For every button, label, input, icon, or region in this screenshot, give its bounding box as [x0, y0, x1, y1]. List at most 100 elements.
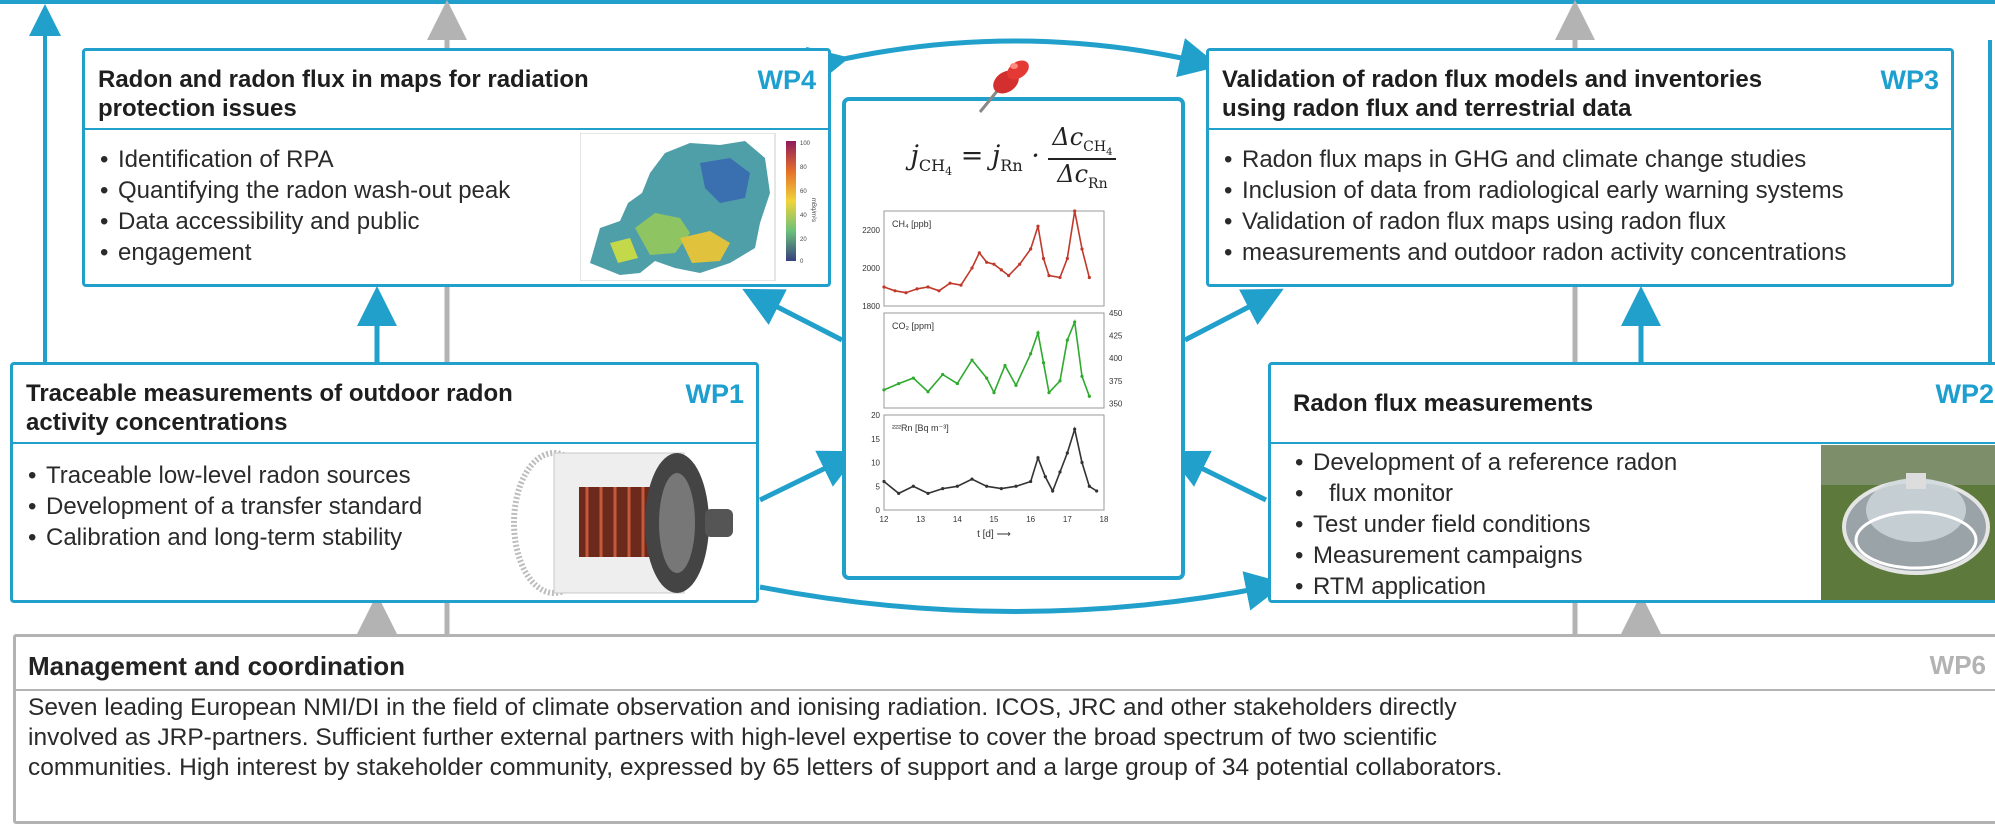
rn-data-point [911, 484, 915, 488]
wp2-title: Radon flux measurements [1293, 390, 1594, 417]
co2-data-point [1073, 320, 1077, 324]
co2-y-tick-label: 425 [1109, 332, 1123, 341]
rn-data-point [999, 487, 1003, 491]
wp2-item: flux monitor [1293, 478, 1677, 509]
wp6-title: Management and coordination [28, 651, 406, 681]
wp3-item: Radon flux maps in GHG and climate chang… [1222, 144, 1846, 175]
rn-y-tick-label: 20 [871, 411, 880, 420]
ch4-data-point [1036, 224, 1040, 228]
co2-data-point [1080, 374, 1084, 378]
formula-lhs-sub: CH [918, 156, 946, 176]
rn-panel-label: ²²²Rn [Bq m⁻³] [892, 423, 949, 433]
colorbar-tick: 80 [800, 165, 807, 171]
ch4-data-point [915, 287, 919, 291]
ch4-data-point [1058, 275, 1062, 280]
formula-numer-sub: CH [1083, 138, 1107, 155]
ch4-data-point [937, 289, 941, 293]
co2-data-point [1047, 391, 1051, 395]
wp2-tag: WP2 [1935, 379, 1994, 409]
wp1-item: Calibration and long-term stability [26, 522, 422, 553]
x-tick-label: 12 [880, 515, 889, 524]
colorbar-tick: 20 [800, 237, 807, 243]
co2-data-point [941, 372, 945, 377]
wp3-item: Validation of radon flux maps using rado… [1222, 206, 1846, 237]
co2-data-point [911, 376, 915, 380]
co2-data-point [926, 390, 930, 394]
ch4-y-tick-label: 2200 [862, 226, 880, 235]
co2-data-point [1041, 361, 1046, 365]
wp4-title: Radon and radon flux in maps for radiati… [98, 65, 589, 123]
ch4-data-point [948, 281, 952, 285]
rn-data-point [1051, 489, 1055, 493]
wp2-item: Measurement campaigns [1293, 540, 1677, 571]
ch4-y-tick-label: 1800 [862, 302, 880, 311]
rn-y-tick-label: 0 [876, 506, 881, 515]
wp3-tag: WP3 [1880, 65, 1939, 95]
wp1-title-line2: activity concentrations [26, 409, 288, 436]
ch4-data-point [893, 289, 897, 293]
wp6-tag: WP6 [1929, 650, 1986, 680]
wp4-item: Data accessibility and public [98, 206, 510, 237]
ch4-data-point [970, 266, 974, 270]
rn-data-point [926, 491, 930, 495]
center-to-wp3-arrow [1183, 288, 1284, 343]
co2-y-tick-label: 450 [1109, 309, 1123, 318]
wp3-box: Validation of radon flux models and inve… [1206, 48, 1954, 287]
co2-data-point [1058, 379, 1062, 383]
wp1-header: Traceable measurements of outdoor radon … [13, 365, 756, 444]
wp4-box: Radon and radon flux in maps for radiati… [82, 48, 831, 287]
wp2-item: RTM application [1293, 571, 1677, 600]
ch4-data-point [904, 291, 908, 295]
formula-rhs-j-sub: Rn [1000, 156, 1023, 176]
flux-formula: jCH4 = jRn · ΔcCH4 ΔcRn [846, 123, 1181, 191]
wp4-item: Identification of RPA [98, 144, 510, 175]
wp6-description: Seven leading European NMI/DI in the fie… [28, 693, 1502, 783]
rn-data-point [1036, 456, 1040, 460]
rn-data-point [897, 491, 901, 495]
x-tick-label: 16 [1026, 515, 1035, 524]
wp3-title: Validation of radon flux models and inve… [1222, 65, 1762, 123]
center-to-wp4-arrow [742, 288, 844, 343]
co2-data-point [1087, 394, 1091, 398]
co2-data-point [970, 358, 974, 362]
europe-radon-map: 100 80 60 40 20 0 mBq/m²s [580, 133, 816, 281]
wp6-line: communities. High interest by stakeholde… [28, 754, 1503, 781]
wp3-item: Inclusion of data from radiological earl… [1222, 175, 1846, 206]
flux-monitor-photo [1821, 445, 1995, 600]
ch4-data-point [1041, 256, 1046, 261]
ch4-data-point [977, 251, 981, 255]
wp3-item: measurements and outdoor radon activity … [1222, 237, 1846, 268]
rn-data-point [882, 479, 886, 484]
wp2-bullet-list: Development of a reference radon flux mo… [1293, 447, 1677, 600]
rn-y-tick-label: 10 [871, 459, 880, 468]
x-tick-label: 17 [1063, 515, 1072, 524]
rn-data-point [1029, 479, 1033, 484]
co2-y-tick-label: 375 [1109, 377, 1123, 386]
formula-numer-sub-num: 4 [1106, 146, 1113, 158]
ch4-y-tick-label: 2000 [862, 264, 880, 273]
x-tick-label: 13 [916, 515, 925, 524]
ch4-data-point [999, 268, 1003, 272]
co2-data-point [1003, 363, 1007, 368]
ch4-data-point [1065, 256, 1069, 261]
wp1-to-center-arrow [758, 450, 860, 503]
colorbar-tick: 0 [800, 259, 804, 265]
wp1-item: Development of a transfer standard [26, 491, 422, 522]
wp4-tag: WP4 [757, 65, 816, 95]
co2-data-point [992, 391, 996, 395]
wp3-title-line1: Validation of radon flux models and inve… [1222, 66, 1763, 93]
wp4-item: Quantifying the radon wash-out peak [98, 175, 510, 206]
formula-denom-sub: Rn [1088, 175, 1108, 192]
wp1-tag: WP1 [685, 379, 744, 409]
wp6-line: involved as JRP-partners. Sufficient fur… [28, 724, 1437, 751]
wp6-line: Seven leading European NMI/DI in the fie… [28, 694, 1457, 721]
ch4-data-point [1018, 262, 1022, 266]
wp4-title-line1: Radon and radon flux in maps for radiati… [98, 66, 589, 93]
rn-data-point [985, 484, 989, 488]
wp2-item: Test under field conditions [1293, 509, 1677, 540]
wp3-header: Validation of radon flux models and inve… [1209, 51, 1951, 130]
ch4-panel-label: CH₄ [ppb] [892, 219, 931, 229]
rn-y-tick-label: 5 [876, 482, 881, 491]
formula-denom: Δc [1057, 159, 1089, 188]
formula-lhs-sub-num: 4 [945, 165, 953, 179]
